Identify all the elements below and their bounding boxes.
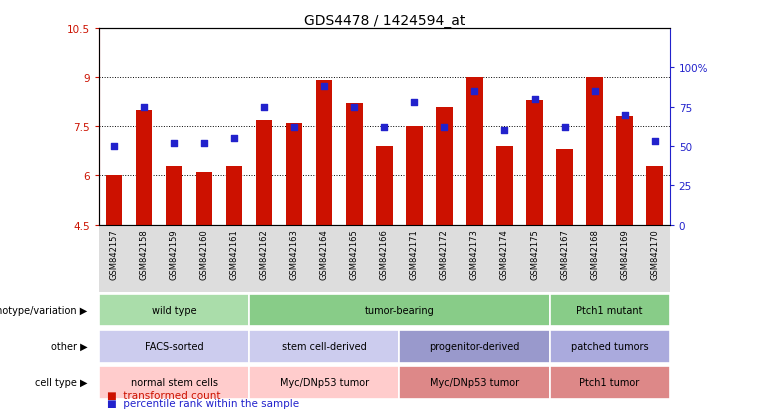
Text: GSM842163: GSM842163 [290, 228, 298, 279]
Text: patched tumors: patched tumors [571, 342, 648, 351]
Text: GSM842157: GSM842157 [110, 228, 119, 279]
Text: GSM842172: GSM842172 [440, 228, 449, 279]
Bar [166, 166, 183, 225]
Bar [466, 78, 482, 225]
Text: tumor-bearing: tumor-bearing [365, 305, 435, 315]
Text: GSM842174: GSM842174 [500, 228, 509, 279]
Point [108, 143, 120, 150]
Text: Ptch1 tumor: Ptch1 tumor [579, 377, 640, 387]
Bar [527, 101, 543, 225]
Point [198, 140, 210, 147]
Bar [549, 294, 670, 327]
Text: wild type: wild type [151, 305, 196, 315]
Text: GSM842158: GSM842158 [139, 228, 148, 279]
Bar [400, 366, 549, 399]
Text: GSM842164: GSM842164 [320, 228, 329, 279]
Point [619, 112, 631, 119]
Point [528, 96, 540, 103]
Text: Myc/DNp53 tumor: Myc/DNp53 tumor [279, 377, 369, 387]
Bar [99, 366, 249, 399]
Text: GSM842169: GSM842169 [620, 228, 629, 279]
Bar [549, 330, 670, 363]
Bar [196, 173, 212, 225]
Bar [616, 117, 633, 225]
Point [408, 100, 420, 106]
Text: GSM842161: GSM842161 [230, 228, 239, 279]
Bar [226, 166, 242, 225]
Bar [316, 81, 333, 225]
Text: GSM842170: GSM842170 [650, 228, 659, 279]
Bar [496, 147, 513, 225]
Text: GSM842160: GSM842160 [199, 228, 209, 279]
Text: Myc/DNp53 tumor: Myc/DNp53 tumor [430, 377, 519, 387]
Text: FACS-sorted: FACS-sorted [145, 342, 203, 351]
Point [498, 128, 511, 134]
Text: GSM842162: GSM842162 [260, 228, 269, 279]
Bar [99, 330, 249, 363]
Bar [436, 107, 453, 225]
Bar [549, 366, 670, 399]
Point [468, 88, 480, 95]
Point [228, 135, 240, 142]
Bar [249, 366, 400, 399]
Text: Ptch1 mutant: Ptch1 mutant [576, 305, 643, 315]
Bar [376, 147, 393, 225]
Bar [135, 111, 152, 225]
Point [559, 124, 571, 131]
Text: GSM842159: GSM842159 [170, 228, 179, 279]
Bar [256, 121, 272, 225]
Point [168, 140, 180, 147]
Bar [106, 176, 123, 225]
Bar [249, 330, 400, 363]
Text: cell type ▶: cell type ▶ [35, 377, 88, 387]
Bar [286, 124, 302, 225]
Point [138, 104, 150, 111]
Point [648, 139, 661, 145]
Text: GSM842165: GSM842165 [350, 228, 358, 279]
Text: GSM842175: GSM842175 [530, 228, 539, 279]
Text: GSM842171: GSM842171 [410, 228, 419, 279]
Bar [346, 104, 362, 225]
Bar [586, 78, 603, 225]
Point [318, 84, 330, 90]
Text: ■  transformed count: ■ transformed count [107, 390, 220, 400]
Point [378, 124, 390, 131]
Title: GDS4478 / 1424594_at: GDS4478 / 1424594_at [304, 14, 465, 28]
Text: stem cell-derived: stem cell-derived [282, 342, 367, 351]
Bar [556, 150, 573, 225]
Text: other ▶: other ▶ [51, 342, 88, 351]
Text: GSM842173: GSM842173 [470, 228, 479, 279]
Point [288, 124, 301, 131]
Text: GSM842168: GSM842168 [590, 228, 599, 279]
Point [438, 124, 451, 131]
Point [258, 104, 270, 111]
Text: genotype/variation ▶: genotype/variation ▶ [0, 305, 88, 315]
Point [588, 88, 600, 95]
Bar [406, 127, 422, 225]
Bar [99, 294, 249, 327]
Text: GSM842167: GSM842167 [560, 228, 569, 279]
Point [349, 104, 361, 111]
Text: progenitor-derived: progenitor-derived [429, 342, 520, 351]
Text: GSM842166: GSM842166 [380, 228, 389, 279]
Text: ■  percentile rank within the sample: ■ percentile rank within the sample [107, 398, 298, 408]
Bar [646, 166, 663, 225]
Text: normal stem cells: normal stem cells [131, 377, 218, 387]
Bar [400, 330, 549, 363]
Bar [249, 294, 549, 327]
